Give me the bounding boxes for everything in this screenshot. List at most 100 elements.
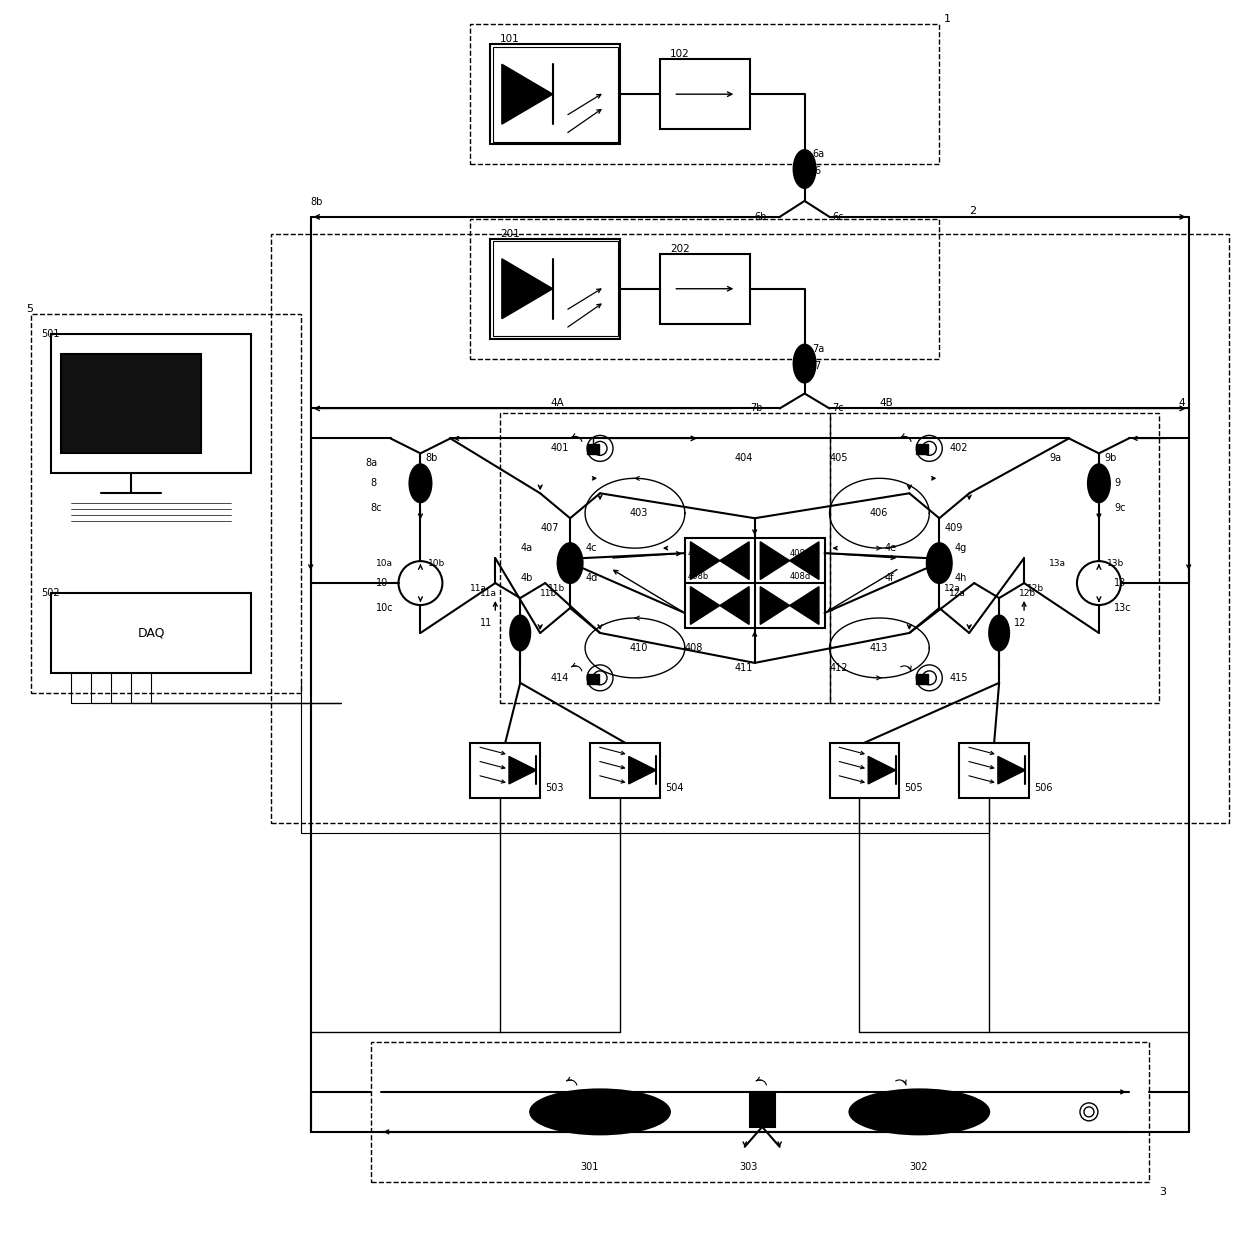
Bar xyxy=(587,674,599,684)
Text: 13: 13 xyxy=(1114,578,1126,588)
Text: 4b: 4b xyxy=(521,573,533,583)
Text: 4d: 4d xyxy=(585,573,598,583)
Text: 505: 505 xyxy=(904,783,923,793)
Bar xyxy=(830,742,899,798)
Bar xyxy=(684,538,825,628)
Text: 9c: 9c xyxy=(1114,503,1126,513)
Text: 401: 401 xyxy=(551,444,568,454)
Bar xyxy=(470,25,939,164)
Text: 7c: 7c xyxy=(832,403,844,413)
Text: 1: 1 xyxy=(945,15,951,25)
Text: 12b: 12b xyxy=(1019,588,1037,598)
Text: 11: 11 xyxy=(480,618,492,628)
Text: 102: 102 xyxy=(670,49,689,59)
Text: 4c: 4c xyxy=(585,544,596,554)
Text: 4g: 4g xyxy=(955,544,966,554)
Text: 8b: 8b xyxy=(311,197,324,207)
Text: 415: 415 xyxy=(950,673,967,683)
Text: 4h: 4h xyxy=(955,573,967,583)
Text: 7a: 7a xyxy=(812,344,825,354)
Polygon shape xyxy=(760,541,790,580)
Text: 403: 403 xyxy=(630,508,649,518)
Polygon shape xyxy=(998,756,1025,784)
Ellipse shape xyxy=(926,544,952,583)
Polygon shape xyxy=(719,587,749,624)
Text: 11a: 11a xyxy=(480,588,497,598)
Text: 413: 413 xyxy=(869,642,888,653)
Text: 7b: 7b xyxy=(750,403,763,413)
Text: 302: 302 xyxy=(909,1161,928,1171)
Text: 6b: 6b xyxy=(755,212,768,222)
Bar xyxy=(470,742,541,798)
Text: 503: 503 xyxy=(546,783,564,793)
Text: 409: 409 xyxy=(945,523,962,533)
Text: 408a: 408a xyxy=(688,549,709,557)
Text: 4e: 4e xyxy=(884,544,897,554)
Text: 502: 502 xyxy=(41,588,60,598)
Text: 4f: 4f xyxy=(884,573,894,583)
Text: 4B: 4B xyxy=(879,398,893,408)
Bar xyxy=(500,413,830,703)
Text: 404: 404 xyxy=(735,454,753,464)
Ellipse shape xyxy=(409,465,432,502)
Bar xyxy=(660,254,750,323)
Bar xyxy=(61,354,201,454)
Text: 2: 2 xyxy=(970,206,976,216)
Bar xyxy=(31,313,301,693)
Bar xyxy=(960,742,1029,798)
Bar xyxy=(51,334,250,473)
Bar xyxy=(916,444,929,455)
Text: 6a: 6a xyxy=(812,149,825,159)
Text: 6c: 6c xyxy=(832,212,844,222)
Text: 408b: 408b xyxy=(688,572,709,581)
Polygon shape xyxy=(719,541,749,580)
Polygon shape xyxy=(790,541,818,580)
Text: 12b: 12b xyxy=(1027,583,1044,593)
Polygon shape xyxy=(508,756,537,784)
Text: 12a: 12a xyxy=(950,588,966,598)
Text: 501: 501 xyxy=(41,329,60,339)
Text: 301: 301 xyxy=(580,1161,599,1171)
Text: 8c: 8c xyxy=(371,503,382,513)
Text: 13a: 13a xyxy=(1049,559,1066,567)
Text: 10c: 10c xyxy=(376,603,393,613)
Polygon shape xyxy=(790,587,818,624)
Bar xyxy=(371,1042,1148,1181)
Text: 8b: 8b xyxy=(425,454,438,464)
Bar xyxy=(660,59,750,129)
Text: 9b: 9b xyxy=(1104,454,1116,464)
Text: 13c: 13c xyxy=(1114,603,1132,613)
Text: 408c: 408c xyxy=(790,549,810,557)
Text: 411: 411 xyxy=(735,663,753,673)
Text: 12: 12 xyxy=(1014,618,1027,628)
Text: 5: 5 xyxy=(26,303,33,313)
Ellipse shape xyxy=(531,1090,670,1134)
Text: 9: 9 xyxy=(1114,478,1120,488)
Text: 412: 412 xyxy=(830,663,848,673)
Bar xyxy=(830,413,1159,703)
Text: 9a: 9a xyxy=(1049,454,1061,464)
Text: 4: 4 xyxy=(1179,398,1185,408)
Text: 101: 101 xyxy=(500,35,520,44)
Ellipse shape xyxy=(794,150,816,187)
Bar xyxy=(916,674,929,684)
Bar xyxy=(587,444,599,455)
Text: 402: 402 xyxy=(950,444,967,454)
Bar xyxy=(750,1092,775,1127)
Text: 410: 410 xyxy=(630,642,649,653)
Ellipse shape xyxy=(510,615,531,651)
Text: 506: 506 xyxy=(1034,783,1053,793)
Text: 408d: 408d xyxy=(790,572,811,581)
Bar xyxy=(490,44,620,144)
Text: 11b: 11b xyxy=(548,583,565,593)
Bar xyxy=(470,219,939,359)
Ellipse shape xyxy=(849,1090,990,1134)
Text: 6: 6 xyxy=(815,166,821,176)
Ellipse shape xyxy=(990,615,1009,651)
Ellipse shape xyxy=(1087,465,1110,502)
Text: 201: 201 xyxy=(500,229,520,239)
Text: 303: 303 xyxy=(740,1161,758,1171)
Text: 406: 406 xyxy=(869,508,888,518)
Text: 414: 414 xyxy=(551,673,568,683)
Text: 504: 504 xyxy=(665,783,683,793)
